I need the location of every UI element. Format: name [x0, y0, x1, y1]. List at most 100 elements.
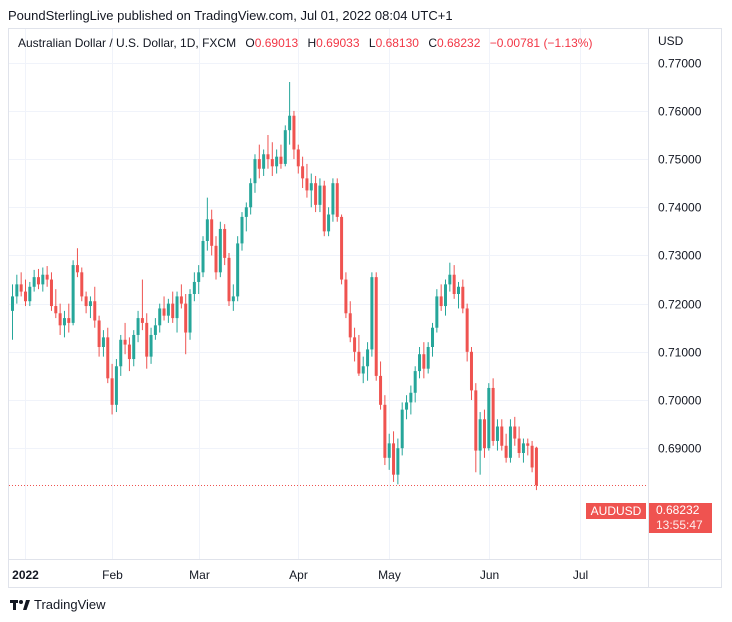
candle-body [348, 313, 352, 338]
candle-body [452, 274, 456, 294]
tradingview-brand[interactable]: TradingView [10, 597, 106, 612]
candle-body [227, 257, 231, 302]
grid-lines [9, 29, 648, 559]
candle-body [145, 322, 149, 357]
candle-body [214, 245, 218, 273]
candle-body [405, 402, 409, 410]
price-axis[interactable]: 0.77000 0.76000 0.75000 0.74000 0.73000 0.720… [658, 57, 702, 456]
candle-body [500, 426, 504, 446]
candle-body [275, 156, 279, 167]
price-tick-label: 0.75000 [658, 153, 702, 167]
candle [84, 291, 88, 314]
candle-body [283, 130, 287, 164]
candle [119, 334, 123, 376]
candle [93, 286, 97, 328]
candle-body [301, 166, 305, 179]
candle-body [387, 443, 391, 458]
candle [210, 209, 214, 256]
candle [28, 281, 32, 307]
candle [279, 144, 283, 169]
published-caption: PoundSterlingLive published on TradingVi… [8, 8, 453, 23]
candle [305, 163, 309, 198]
candle [162, 296, 166, 321]
candle-body [140, 318, 144, 323]
symbol-price-tag: AUDUSD [586, 503, 646, 519]
candle [188, 289, 192, 340]
time-axis[interactable]: 2022 Feb Mar Apr May Jun Jul [12, 568, 588, 582]
candle-body [392, 443, 396, 475]
candle [231, 284, 235, 311]
candle-body [383, 404, 387, 458]
candle-body [123, 339, 127, 345]
candle [309, 173, 313, 208]
candle [197, 265, 201, 294]
candle-body [435, 296, 439, 328]
candle-body [474, 390, 478, 451]
price-tick-label: 0.73000 [658, 249, 702, 263]
candle-body [444, 284, 447, 307]
candle-body [244, 207, 248, 217]
candle-body [184, 303, 188, 333]
candle-body [370, 277, 374, 350]
candle-body [379, 375, 383, 405]
candle [418, 347, 422, 379]
price-tick-label: 0.70000 [658, 394, 702, 408]
candle-body [361, 366, 365, 374]
candle [36, 268, 40, 290]
candle-body [305, 178, 309, 191]
candle-body [296, 149, 300, 167]
candle-body [41, 274, 45, 285]
candle [218, 221, 222, 278]
candle [244, 202, 248, 232]
candle-body [67, 318, 71, 323]
candle [465, 303, 469, 362]
candle [387, 433, 391, 470]
candle-body [521, 443, 525, 453]
time-tick-label: Jun [480, 568, 499, 582]
candle [153, 318, 157, 340]
candle-body [400, 409, 404, 449]
candle [257, 144, 261, 179]
candle [262, 149, 266, 176]
candle-body [58, 313, 62, 326]
candle-body [366, 349, 370, 367]
candle [452, 265, 456, 299]
candle-body [153, 325, 157, 335]
candle-body [84, 296, 88, 307]
candle [175, 291, 179, 333]
candle-body [149, 334, 153, 357]
time-tick-label: Apr [289, 568, 308, 582]
open-value: 0.69013 [254, 36, 299, 50]
candle [491, 378, 495, 446]
candle-body [413, 371, 417, 393]
candle-body [439, 296, 443, 307]
candle-body [75, 265, 79, 273]
candle [344, 272, 348, 319]
last-price-value: 0.68232 [656, 503, 700, 517]
candle [32, 269, 36, 292]
candle-body [136, 318, 140, 335]
candle-body [418, 354, 422, 372]
candle [456, 281, 460, 309]
candle-body [335, 183, 339, 217]
candle [409, 385, 413, 415]
candle [62, 310, 66, 338]
candle [469, 347, 473, 400]
candle-body [197, 272, 201, 282]
candle [396, 438, 400, 485]
candle-body [461, 286, 465, 309]
candle [127, 337, 131, 372]
candle [71, 260, 75, 326]
low-label: L [368, 36, 376, 50]
candle [110, 363, 114, 415]
candle [149, 327, 153, 364]
candle-body [431, 327, 435, 347]
candle-body [101, 337, 105, 347]
candle-body [205, 219, 209, 241]
candle [240, 212, 244, 251]
candle [504, 433, 508, 463]
candle [171, 291, 175, 323]
brand-name: TradingView [34, 597, 106, 612]
candle [58, 303, 62, 335]
